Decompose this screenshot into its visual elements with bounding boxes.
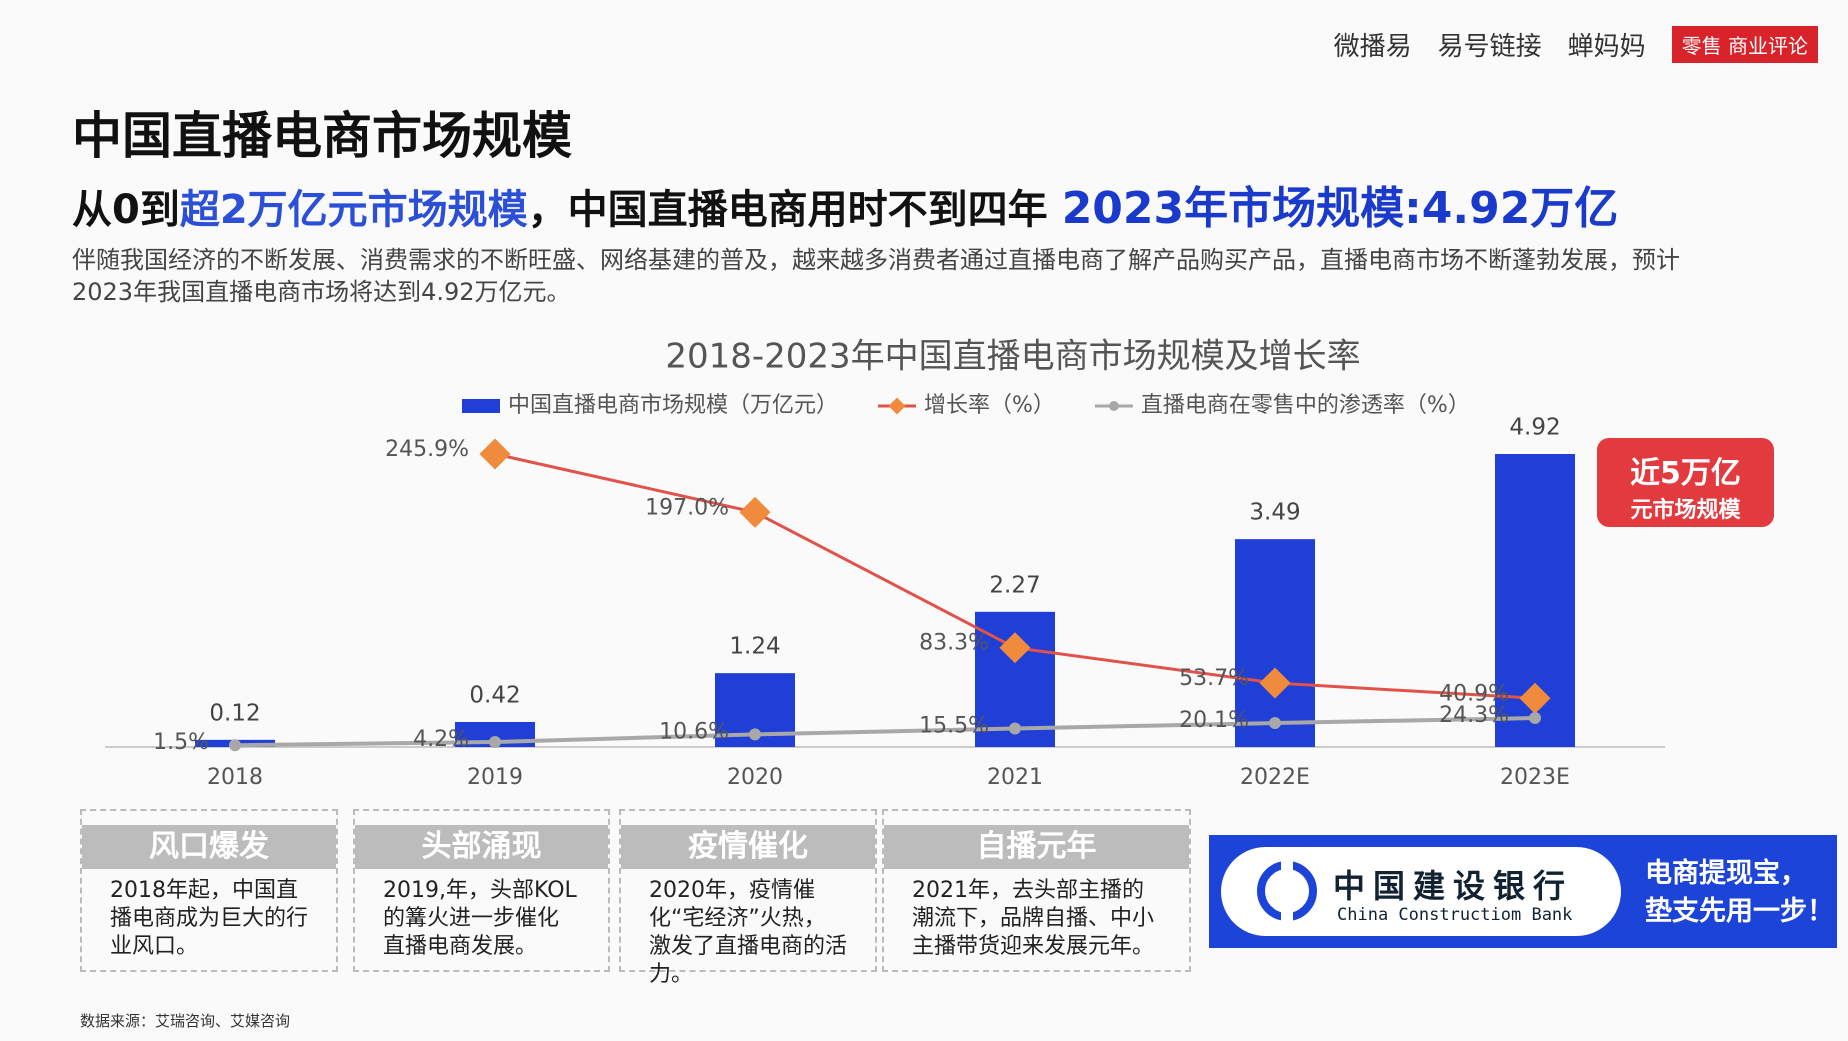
- subtitle-part: 从0到: [72, 187, 180, 233]
- legend-label: 增长率（%）: [924, 393, 1055, 418]
- x-tick-label: 2020: [727, 765, 783, 790]
- logo: 微播易: [1333, 32, 1412, 62]
- data-label: 20.1%: [1179, 708, 1249, 733]
- stage-title: 自播元年: [884, 825, 1189, 869]
- data-label: 1.5%: [153, 730, 209, 755]
- data-label: 10.6%: [659, 719, 729, 744]
- ad-slogan: 电商提现宝， 垫支先用一步！: [1645, 855, 1834, 931]
- data-label: 4.2%: [413, 727, 469, 752]
- callout-text: 元市场规模: [1630, 498, 1741, 523]
- callout: 近5万亿元市场规模: [1597, 438, 1774, 527]
- x-tick-label: 2018: [207, 765, 263, 790]
- title: 中国直播电商市场规模: [72, 107, 572, 165]
- data-label: 0.12: [209, 700, 260, 726]
- data-label: 1.24: [729, 634, 780, 660]
- chart-title: 2018-2023年中国直播电商市场规模及增长率: [665, 337, 1360, 377]
- legend-label: 直播电商在零售中的渗透率（%）: [1141, 393, 1470, 418]
- legend-swatch: [462, 399, 500, 413]
- ad-logo: 中国建设银行 China Constructiom Bank: [1221, 847, 1621, 936]
- data-label: 245.9%: [385, 437, 469, 462]
- data-label: 0.42: [469, 682, 520, 708]
- x-tick-label: 2021: [987, 765, 1043, 790]
- marker: [1529, 712, 1541, 725]
- data-label: 2.27: [989, 572, 1040, 598]
- bank-name-en: China Constructiom Bank: [1337, 905, 1573, 925]
- slogan-line: 垫支先用一步！: [1645, 896, 1834, 927]
- stage-box: 疫情催化 2020年，疫情催化“宅经济”火热，激发了直播电商的活力。: [619, 809, 877, 987]
- marker: [749, 728, 761, 741]
- marker: [1009, 722, 1021, 735]
- x-tick-label: 2023E: [1500, 765, 1570, 790]
- marker: [739, 496, 771, 528]
- x-tick-label: 2019: [467, 765, 523, 790]
- data-label: 3.49: [1249, 500, 1300, 526]
- bar: [1235, 539, 1315, 747]
- marker: [229, 739, 241, 752]
- marker: [489, 735, 501, 748]
- subtitle-highlight: 2023年市场规模:4.92万亿: [1061, 183, 1619, 234]
- marker: [1269, 717, 1281, 730]
- subtitle: 从0到超2万亿元市场规模，中国直播电商用时不到四年 2023年市场规模:4.92万…: [72, 172, 1618, 236]
- stage-title: 疫情催化: [621, 825, 875, 869]
- ad-banner[interactable]: 中国建设银行 China Constructiom Bank 电商提现宝， 垫支先用…: [1209, 835, 1837, 948]
- x-tick-label: 2022E: [1240, 765, 1310, 790]
- stage-title: 头部涌现: [355, 825, 608, 869]
- data-label: 4.92: [1509, 415, 1560, 441]
- line: [234, 716, 1536, 748]
- marker: [479, 438, 511, 470]
- data-label: 40.9%: [1439, 681, 1509, 706]
- legend-label: 中国直播电商市场规模（万亿元）: [508, 393, 838, 418]
- description: 伴随我国经济的不断发展、消费需求的不断旺盛、网络基建的普及，越来越多消费者通过直…: [72, 246, 1680, 306]
- stage-text: 2021年，去头部主播的潮流下，品牌自播、中小主播带货迎来发展元年。: [912, 878, 1155, 959]
- subtitle-part: ，中国直播电商用时不到四年: [527, 187, 1048, 233]
- logo: 蝉妈妈: [1567, 32, 1646, 62]
- slogan-line: 电商提现宝，: [1645, 858, 1807, 889]
- logos: 微播易 易号链接 蝉妈妈 零售 商业评论: [1334, 26, 1818, 63]
- data-label: 53.7%: [1179, 666, 1249, 691]
- legend-marker: [888, 397, 906, 415]
- data-label: 83.3%: [919, 631, 989, 656]
- stage-text: 2018年起，中国直播电商成为巨大的行业风口。: [110, 878, 309, 959]
- stage-title: 风口爆发: [82, 825, 336, 869]
- subtitle-part: 超2万亿元市场规模: [179, 187, 528, 233]
- data-label: 197.0%: [645, 495, 729, 520]
- stage-text: 2020年，疫情催化“宅经济”火热，激发了直播电商的活力。: [649, 878, 848, 987]
- stage-box: 自播元年 2021年，去头部主播的潮流下，品牌自播、中小主播带货迎来发展元年。: [882, 809, 1191, 972]
- bank-name: 中国建设银行: [1333, 867, 1574, 905]
- stage-text: 2019,年，头部KOL的篝火进一步催化直播电商发展。: [383, 878, 577, 959]
- stage-box: 头部涌现 2019,年，头部KOL的篝火进一步催化直播电商发展。: [353, 809, 610, 972]
- data-label: 15.5%: [919, 714, 989, 739]
- legend-marker: [1108, 401, 1119, 411]
- stage-box: 风口爆发 2018年起，中国直播电商成为巨大的行业风口。: [80, 809, 338, 972]
- source: 数据来源：艾瑞咨询、艾媒咨询: [80, 1012, 291, 1030]
- bank-icon: [1257, 861, 1317, 921]
- data-label: 24.3%: [1439, 703, 1509, 728]
- callout-text: 近5万亿: [1630, 456, 1741, 491]
- logo: 零售 商业评论: [1671, 26, 1818, 63]
- logo: 易号链接: [1437, 32, 1542, 62]
